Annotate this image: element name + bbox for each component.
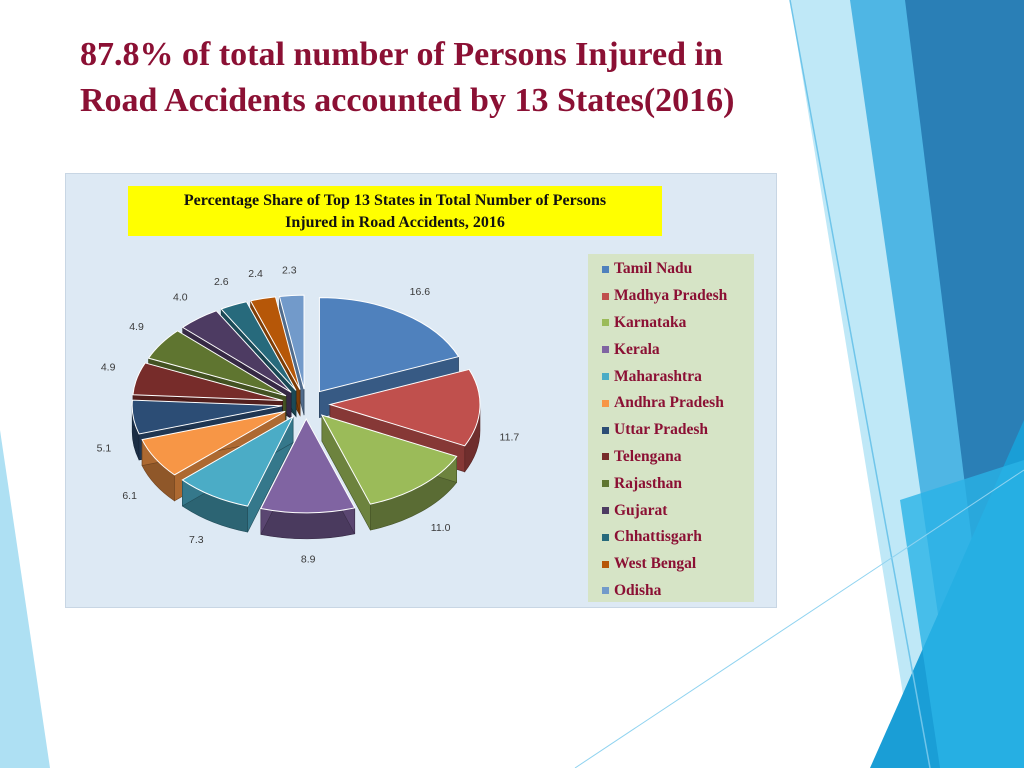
legend-swatch: [602, 319, 609, 327]
legend-swatch: [602, 533, 609, 541]
legend-item: Gujarat: [588, 497, 754, 524]
legend-label: Odisha: [614, 581, 662, 599]
legend-item: Karnataka: [588, 310, 754, 337]
legend-label: Telengana: [614, 447, 682, 465]
legend-item: Uttar Pradesh: [588, 417, 754, 444]
slide-title: 87.8% of total number of Persons Injured…: [80, 32, 800, 124]
chart-panel: Percentage Share of Top 13 States in Tot…: [65, 173, 777, 608]
pie-data-label: 7.3: [189, 534, 204, 546]
legend-label: Maharashtra: [614, 367, 702, 385]
legend-item: Chhattisgarh: [588, 524, 754, 551]
legend-label: Gujarat: [614, 501, 668, 519]
pie-slice-uttar-pradesh: [131, 399, 283, 435]
legend-item: West Bengal: [588, 551, 754, 578]
legend-item: Rajasthan: [588, 470, 754, 497]
legend-swatch: [602, 587, 609, 595]
chart-title: Percentage Share of Top 13 States in Tot…: [128, 186, 662, 236]
pie-slice-rajasthan: [147, 330, 287, 397]
pie-chart: 16.6 11.7 11.0 8.9 7.3 6.1 5.1 4.9 4.9 4.0 2.6 2.4 2…: [97, 265, 520, 566]
legend-swatch: [602, 292, 609, 300]
legend-label: Tamil Nadu: [614, 260, 693, 278]
legend-swatch: [602, 507, 609, 515]
pie-data-label: 11.0: [431, 522, 451, 534]
legend-label: Kerala: [614, 340, 660, 358]
legend-label: West Bengal: [614, 555, 697, 573]
decor-line: [574, 469, 1024, 768]
pie-slice-telengana: [132, 362, 283, 402]
pie-slice-tamil-nadu: [318, 297, 460, 393]
pie-data-label: 8.9: [301, 554, 316, 566]
pie-slice-gujarat: [181, 310, 292, 393]
pie-data-label: 2.6: [214, 276, 229, 288]
pie-slice-chhattisgarh: [220, 301, 297, 391]
pie-data-label: 4.9: [129, 321, 144, 333]
legend-item: Kerala: [588, 336, 754, 363]
pie-data-label: 6.1: [122, 490, 137, 502]
legend-swatch: [602, 399, 609, 407]
pie-slice-madhya-pradesh: [328, 368, 481, 447]
pie-data-label: 16.6: [410, 286, 431, 298]
legend-label: Andhra Pradesh: [614, 394, 724, 412]
legend-swatch: [602, 373, 609, 381]
pie-data-labels: 16.6 11.7 11.0 8.9 7.3 6.1 5.1 4.9 4.9 4.0 2.6 2.4 2…: [97, 265, 520, 566]
legend-label: Madhya Pradesh: [614, 287, 728, 305]
legend-item: Madhya Pradesh: [588, 283, 754, 310]
left-corner-shape: [0, 430, 50, 768]
pie-data-label: 2.4: [248, 268, 263, 280]
slide-title-line: 87.8% of total number of Persons Injured…: [80, 36, 723, 73]
pie-data-label: 4.9: [101, 361, 116, 373]
pie-data-label: 2.3: [282, 265, 297, 277]
legend-label: Karnataka: [614, 313, 687, 331]
pie-slice-maharashtra: [181, 415, 295, 507]
pie-tops: [131, 294, 481, 514]
legend-swatch: [602, 426, 609, 434]
legend-item: Maharashtra: [588, 363, 754, 390]
pie-data-label: 11.7: [500, 432, 520, 444]
pie-data-label: 4.0: [173, 291, 188, 303]
legend-item: Odisha: [588, 578, 754, 605]
pie-data-label: 5.1: [97, 442, 112, 454]
slide-title-line: Road Accidents accounted by 13 States(20…: [80, 82, 735, 119]
legend-swatch: [602, 346, 609, 354]
decor-line: [789, 0, 931, 768]
legend-swatch: [602, 453, 609, 461]
pie-slice-kerala: [260, 417, 356, 514]
right-bottom-shard: [900, 460, 1024, 768]
legend-swatch: [602, 560, 609, 568]
legend-label: Uttar Pradesh: [614, 421, 708, 439]
legend-swatch: [602, 265, 609, 273]
pie-slice-west-bengal: [249, 296, 301, 390]
legend-label: Rajasthan: [614, 474, 683, 492]
chart-title-line: Injured in Road Accidents, 2016: [285, 214, 505, 231]
pie-slice-odisha: [278, 294, 305, 390]
chart-title-line: Percentage Share of Top 13 States in Tot…: [183, 192, 607, 209]
pie-slice-karnataka: [320, 414, 458, 505]
chart-legend: Tamil Nadu Madhya Pradesh Karnataka Kerala M…: [588, 254, 754, 602]
legend-swatch: [602, 480, 609, 488]
legend-item: Tamil Nadu: [588, 256, 754, 283]
pie-slice-andhra-pradesh: [141, 410, 286, 476]
legend-item: Telengana: [588, 444, 754, 471]
legend-item: Andhra Pradesh: [588, 390, 754, 417]
legend-label: Chhattisgarh: [614, 528, 702, 546]
